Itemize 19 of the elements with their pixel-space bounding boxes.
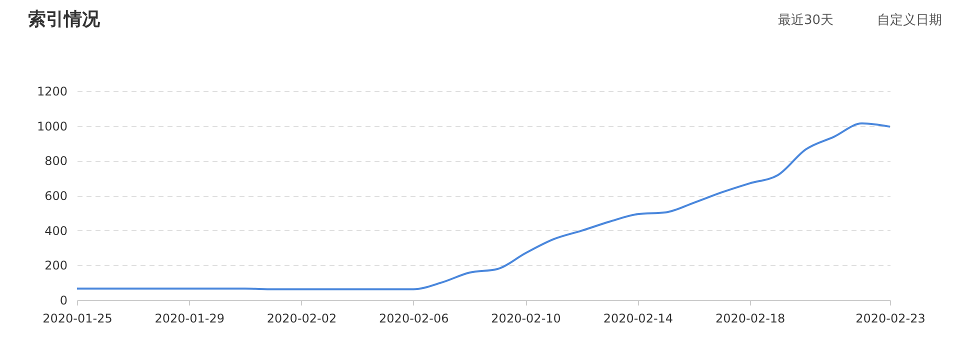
text: 最近30天 <box>778 13 834 28</box>
x-tick-label: 2020-02-23 <box>856 312 926 326</box>
y-tick-label: 0 <box>60 294 68 308</box>
chart-title: 索引情况 <box>28 9 101 30</box>
x-tick-label: 2020-01-29 <box>154 312 225 326</box>
x-tick-label: 2020-02-02 <box>266 312 337 326</box>
x-tick-label: 2020-02-06 <box>379 312 449 326</box>
x-tick-label: 2020-02-14 <box>603 312 674 326</box>
y-tick-label: 1000 <box>36 119 68 134</box>
x-tick-label: 2020-02-18 <box>715 312 786 326</box>
y-tick-label: 800 <box>44 154 68 168</box>
y-tick-label: 200 <box>44 258 68 273</box>
text: 自定义日期 <box>877 13 942 28</box>
y-tick-label: 400 <box>44 224 68 238</box>
y-tick-label: 600 <box>44 189 68 203</box>
x-tick-label: 2020-01-25 <box>42 312 112 326</box>
line-series <box>76 122 891 290</box>
y-tick-label: 1200 <box>36 84 68 98</box>
x-tick-label: 2020-02-10 <box>491 312 561 326</box>
